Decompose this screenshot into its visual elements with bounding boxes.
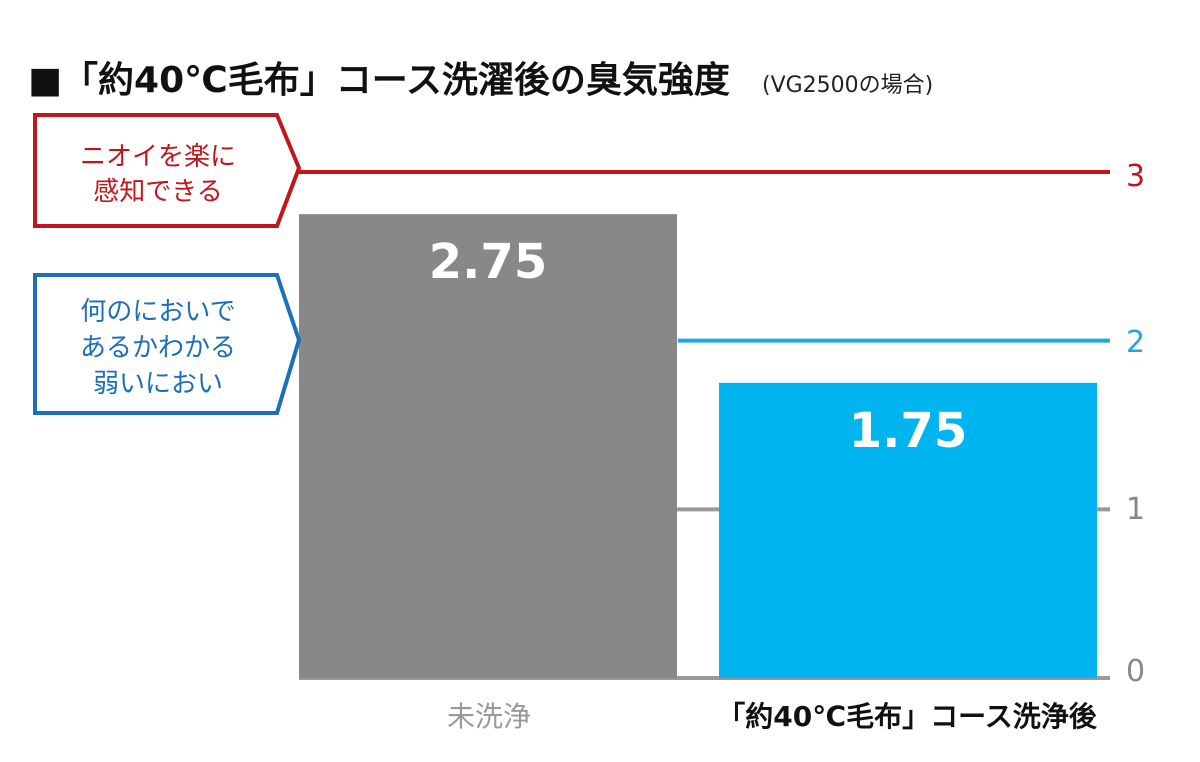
callout-red-line-2: 感知できる	[93, 177, 222, 207]
bar-1	[719, 382, 1097, 678]
chart-title: ■「約40℃毛布」コース洗濯後の臭気強度	[28, 60, 730, 101]
callout-red: ニオイを楽に 感知できる	[33, 113, 302, 228]
callout-blue-line-1: 何のにおいで	[80, 297, 235, 327]
callout-blue: 何のにおいで あるかわかる 弱いにおい	[33, 273, 302, 415]
bar-value-label-1: 1.75	[849, 403, 967, 459]
callout-blue-box	[33, 273, 302, 415]
y-tick-3: 3	[1126, 159, 1145, 194]
y-tick-2: 2	[1126, 325, 1145, 360]
category-label-untreated: 未洗浄	[447, 700, 531, 733]
bars: 2.75 1.75	[299, 214, 1097, 678]
bar-value-label-0: 2.75	[429, 234, 547, 290]
category-label-washed: 「約40℃毛布」コース洗浄後	[717, 700, 1097, 733]
chart-title-note: (VG2500の場合)	[762, 73, 933, 98]
callout-blue-line-3: 弱いにおい	[93, 369, 223, 399]
callout-red-box	[33, 113, 302, 228]
y-tick-1: 1	[1126, 492, 1145, 527]
bar-0	[299, 214, 677, 678]
callout-red-line-1: ニオイを楽に	[80, 142, 236, 172]
callout-blue-line-2: あるかわかる	[80, 333, 236, 363]
y-tick-0: 0	[1126, 654, 1145, 689]
